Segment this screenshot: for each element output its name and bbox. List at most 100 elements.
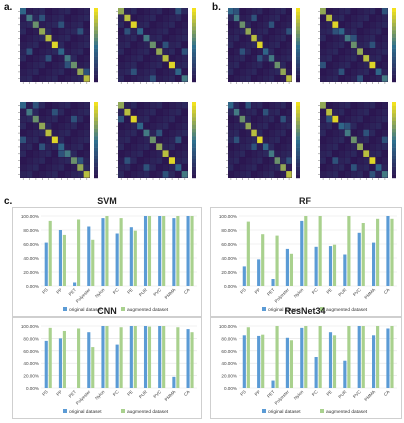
y-tick-label: 20.00% (23, 270, 39, 275)
legend-swatch (63, 307, 67, 311)
heatmap-cell (64, 61, 71, 69)
heatmap-cell (32, 41, 39, 49)
heatmap-cell (64, 21, 71, 28)
heatmap-cell (245, 108, 251, 116)
heatmap-cell (357, 8, 363, 15)
bar-original (44, 242, 48, 286)
confusion-matrix-a2 (116, 8, 196, 84)
heatmap-cell (274, 102, 281, 109)
heatmap-cell (124, 136, 131, 144)
heatmap-cell (228, 28, 234, 35)
heatmap-cell (320, 8, 326, 15)
colorbar-segment (392, 19, 396, 23)
heatmap-cell (130, 34, 137, 42)
heatmap-cell (257, 115, 263, 123)
colorbar-segment (192, 22, 196, 27)
heatmap-cell (137, 102, 144, 109)
colorbar-segment (296, 102, 300, 106)
heatmap-cell (320, 164, 326, 171)
heatmap-cell (130, 14, 137, 22)
heatmap-cell (64, 68, 71, 75)
heatmap-cell (77, 171, 84, 178)
colorbar-segment (192, 59, 196, 64)
heatmap-cell (326, 136, 333, 144)
heatmap-cell (357, 61, 363, 69)
heatmap-cell (39, 136, 46, 144)
x-tick-label: Nylon (293, 389, 305, 401)
heatmap-cell (77, 14, 84, 22)
heatmap-cell (286, 14, 292, 22)
heatmap-cell (320, 28, 326, 35)
heatmap-cell (257, 75, 263, 82)
heatmap-cell (251, 68, 257, 75)
heatmap-cell (233, 164, 240, 171)
heatmap-cell (320, 34, 326, 42)
heatmap-cell (70, 157, 77, 164)
heatmap-cell (326, 21, 333, 28)
heatmap-cell (262, 21, 269, 28)
heatmap-cell (363, 14, 370, 22)
heatmap-cell (70, 61, 77, 69)
heatmap-cell (228, 14, 234, 22)
heatmap-cell (137, 48, 144, 55)
heatmap-cell (77, 8, 84, 15)
colorbar-segment (94, 70, 98, 75)
colorbar-segment (94, 8, 98, 12)
heatmap-cell (77, 157, 84, 164)
heatmap-cell (130, 171, 137, 178)
colorbar-segment (192, 121, 196, 125)
colorbar-segment (392, 170, 396, 175)
heatmap-cell (26, 102, 33, 109)
heatmap-cell (26, 164, 33, 171)
heatmap-cell (143, 8, 150, 15)
heatmap-cell (124, 171, 131, 178)
heatmap-cell (32, 102, 39, 109)
heatmap-cell (381, 150, 388, 157)
heatmap-cell (286, 129, 292, 137)
heatmap-cell (130, 108, 137, 116)
heatmap-cell (70, 34, 77, 42)
heatmap-cell (274, 41, 281, 49)
heatmap-cell (70, 55, 77, 62)
heatmap-cell (32, 108, 39, 116)
heatmap-cell (156, 136, 163, 144)
bar-augmented (318, 326, 322, 388)
heatmap-cell (338, 102, 345, 109)
heatmap-cell (320, 61, 326, 69)
heatmap-cell (280, 122, 286, 130)
heatmap-cell (268, 14, 275, 22)
colorbar-segment (392, 33, 396, 38)
heatmap-cell (369, 122, 376, 130)
heatmap-cell (118, 129, 125, 137)
heatmap-cell (20, 150, 27, 157)
heatmap-cell (228, 61, 234, 69)
heatmap-cell (262, 136, 269, 144)
heatmap-cell (64, 143, 71, 151)
heatmap-cell (357, 143, 363, 151)
heatmap-cell (268, 68, 275, 75)
colorbar-segment (94, 128, 98, 133)
bar-original (101, 218, 105, 286)
heatmap-cell (181, 102, 188, 109)
heatmap-cell (137, 21, 144, 28)
heatmap-cell (137, 8, 144, 15)
heatmap-cell (162, 8, 169, 15)
heatmap-cell (156, 21, 163, 28)
colorbar-segment (296, 128, 300, 133)
heatmap-cell (130, 8, 137, 15)
heatmap-cell (175, 171, 182, 178)
heatmap-cell (245, 122, 251, 130)
heatmap-cell (280, 164, 286, 171)
colorbar-segment (296, 159, 300, 163)
x-tick-label: PUR (337, 389, 347, 399)
bar-augmented (390, 326, 394, 388)
heatmap-cell (357, 14, 363, 22)
colorbar-segment (296, 143, 300, 148)
heatmap-cell (39, 68, 46, 75)
heatmap-cell (363, 157, 370, 164)
bar-original (158, 216, 162, 286)
heatmap-cell (143, 108, 150, 116)
bar-original (343, 254, 347, 286)
heatmap-cell (70, 108, 77, 116)
colorbar-segment (392, 151, 396, 156)
